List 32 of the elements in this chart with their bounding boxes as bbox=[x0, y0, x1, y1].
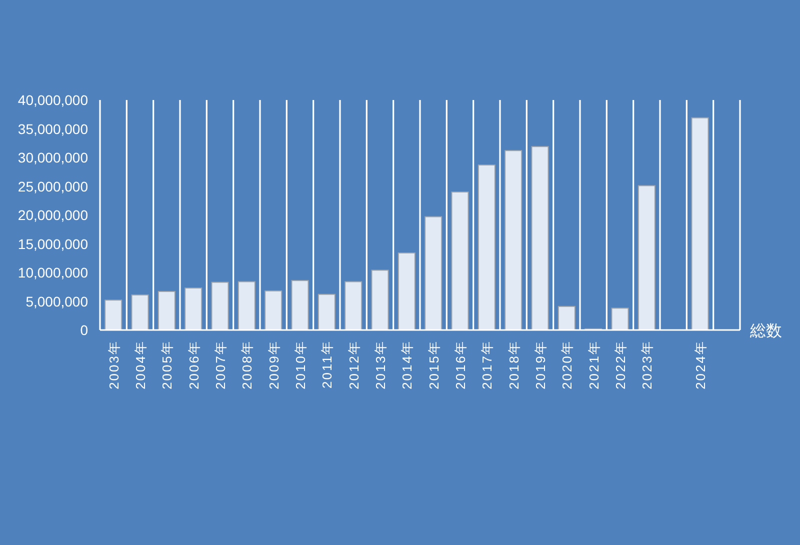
y-tick-label: 0 bbox=[80, 322, 88, 338]
x-tick-label: 2020年 bbox=[560, 340, 575, 390]
y-tick-label: 30,000,000 bbox=[18, 150, 88, 166]
y-tick-label: 35,000,000 bbox=[18, 120, 88, 137]
x-tick-label: 2009年 bbox=[266, 340, 282, 390]
x-tick-label: 2024年 bbox=[693, 340, 708, 390]
x-tick-label: 2022年 bbox=[613, 340, 628, 390]
x-tick-label: 2012年 bbox=[346, 340, 362, 390]
y-tick-label: 10,000,000 bbox=[18, 264, 88, 280]
x-tick-label: 2017年 bbox=[480, 340, 495, 390]
x-tick-label: 2016年 bbox=[453, 340, 468, 390]
y-tick-label: 25,000,000 bbox=[18, 178, 88, 194]
x-tick-label: 2004年 bbox=[133, 340, 148, 390]
x-tick-label: 2005年 bbox=[160, 340, 175, 390]
x-tick-label: 2019年 bbox=[533, 340, 548, 390]
x-tick-label: 2008年 bbox=[240, 340, 255, 390]
y-tick-label: 5,000,000 bbox=[26, 293, 88, 310]
x-tick-label: 2014年 bbox=[400, 340, 415, 390]
x-tick-label: 2011年 bbox=[320, 340, 335, 388]
x-tick-label: 2021年 bbox=[586, 340, 602, 390]
x-tick-label: 2013年 bbox=[373, 340, 388, 390]
x-tick-label: 2010年 bbox=[293, 340, 308, 390]
x-tick-label: 2006年 bbox=[186, 340, 202, 390]
x-tick-label: 2018年 bbox=[506, 340, 522, 390]
text: 総数 bbox=[749, 323, 782, 340]
x-tick-label: 2023年 bbox=[640, 340, 655, 390]
x-tick-label: 2007年 bbox=[213, 340, 228, 390]
x-tick-label: 2015年 bbox=[426, 340, 442, 390]
y-tick-label: 15,000,000 bbox=[18, 236, 88, 252]
x-tick-label: 2003年 bbox=[106, 340, 122, 390]
y-tick-label: 40,000,000 bbox=[18, 92, 88, 108]
y-tick-label: 20,000,000 bbox=[18, 207, 88, 223]
